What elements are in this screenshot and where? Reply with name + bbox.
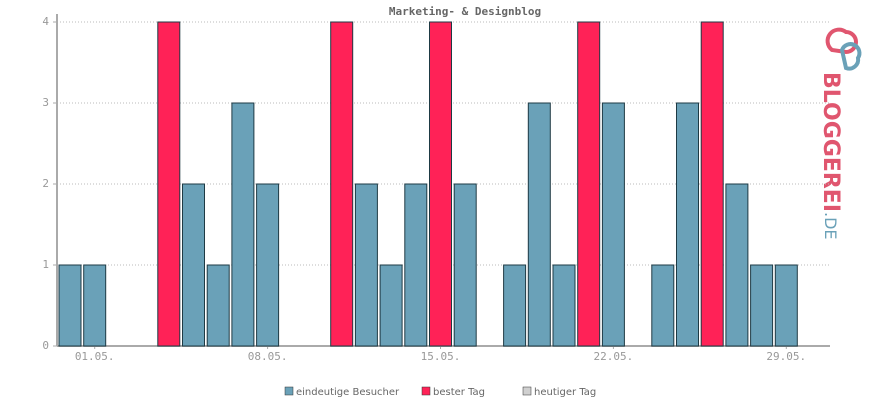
y-tick-label: 0 — [42, 339, 49, 352]
logo-text: BLOGGEREI.DE — [818, 72, 843, 240]
bar — [676, 102, 699, 347]
y-tick-label: 2 — [42, 177, 49, 190]
bar — [379, 264, 403, 347]
legend-swatch — [522, 386, 532, 396]
bar — [577, 21, 601, 347]
bar — [256, 183, 280, 347]
x-tick-label: 29.05. — [766, 350, 806, 363]
bar — [182, 183, 205, 347]
bar — [404, 183, 428, 347]
bar — [725, 183, 749, 347]
bar — [58, 264, 82, 347]
bar — [700, 21, 724, 347]
x-tick-label: 01.05. — [75, 350, 115, 363]
legend-label: heutiger Tag — [534, 387, 596, 398]
legend-swatch — [284, 386, 294, 396]
bar — [354, 183, 378, 347]
x-tick-label: 08.05. — [248, 350, 288, 363]
bar — [157, 21, 181, 347]
bar — [774, 264, 798, 347]
bar — [503, 264, 527, 347]
bar — [83, 264, 107, 347]
bar — [601, 102, 625, 347]
x-tick-label: 15.05. — [421, 350, 461, 363]
legend-label: bester Tag — [433, 387, 485, 398]
bar — [231, 102, 255, 347]
x-tick-label: 22.05. — [594, 350, 634, 363]
y-tick-label: 4 — [42, 15, 49, 28]
legend-label: eindeutige Besucher — [296, 387, 400, 398]
logo-suffix: .DE — [822, 212, 841, 240]
logo-icon — [825, 27, 862, 71]
logo-main: BLOGGEREI — [818, 72, 843, 212]
bar — [527, 102, 551, 347]
y-tick-label: 1 — [42, 258, 49, 271]
y-tick-label: 3 — [42, 96, 49, 109]
bar — [453, 183, 477, 347]
bar — [330, 21, 354, 347]
bar — [429, 21, 452, 347]
bar — [552, 264, 576, 347]
bar — [651, 264, 675, 347]
legend-swatch — [421, 386, 431, 396]
bar — [750, 264, 774, 347]
bar — [206, 264, 230, 347]
chart-title: Marketing- & Designblog — [389, 5, 541, 18]
